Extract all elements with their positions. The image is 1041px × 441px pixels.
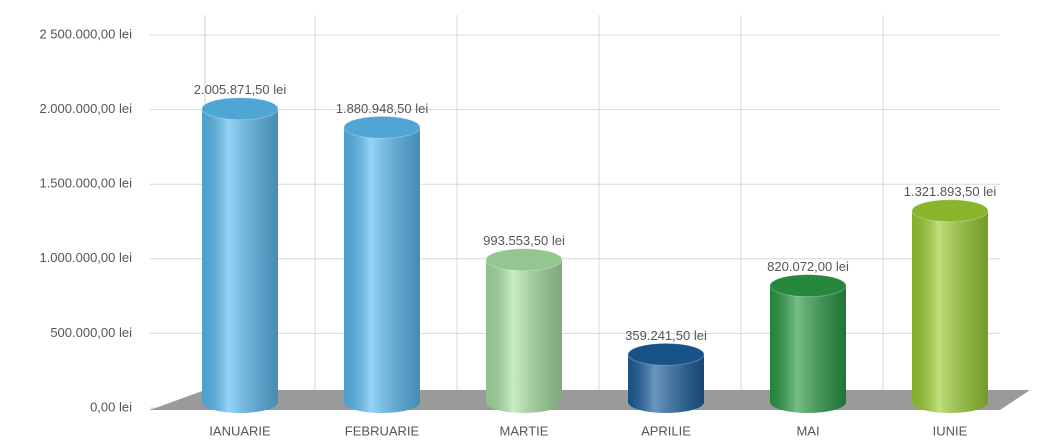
y-tick-label: 1.000.000,00 lei: [39, 250, 132, 265]
y-tick-label: 2.000.000,00 lei: [39, 101, 132, 116]
bar-shade: [202, 108, 278, 413]
x-tick-label: FEBRUARIE: [345, 423, 420, 438]
bar-shade: [770, 285, 846, 413]
bar-top-shade: [770, 274, 846, 297]
bar-shade: [486, 259, 562, 413]
y-tick-label: 500.000,00 lei: [50, 325, 132, 340]
value-label: 1.880.948,50 lei: [336, 101, 429, 116]
y-tick-label: 0,00 lei: [90, 399, 132, 414]
floor: [150, 390, 1030, 410]
bar-shade: [344, 127, 420, 413]
x-tick-label: MARTIE: [500, 423, 549, 438]
y-tick-label: 2 500.000,00 lei: [39, 26, 132, 41]
bar-top: [627, 342, 705, 366]
value-label: 820.072,00 lei: [767, 259, 849, 274]
x-tick-label: APRILIE: [641, 423, 691, 438]
value-label: 1.321.893,50 lei: [904, 184, 997, 199]
y-tick-label: 1.500.000,00 lei: [39, 176, 132, 191]
bar-top-shade: [344, 116, 420, 139]
bar-top: [485, 248, 563, 272]
bar-top: [343, 115, 421, 139]
bar-shade: [628, 354, 704, 413]
value-label: 993.553,50 lei: [483, 233, 565, 248]
bar-top-shade: [912, 199, 988, 222]
bar-top: [201, 97, 279, 121]
value-label: 2.005.871,50 lei: [194, 82, 287, 97]
bar-top: [911, 199, 989, 223]
x-tick-label: IANUARIE: [209, 423, 271, 438]
bar-top: [769, 274, 847, 298]
bar-top-shade: [486, 248, 562, 271]
value-label: 359.241,50 lei: [625, 328, 707, 343]
x-tick-label: IUNIE: [933, 423, 968, 438]
bar-top-shade: [628, 343, 704, 366]
bar-top-shade: [202, 97, 278, 120]
bar-shade: [912, 210, 988, 413]
x-tick-label: MAI: [796, 423, 819, 438]
